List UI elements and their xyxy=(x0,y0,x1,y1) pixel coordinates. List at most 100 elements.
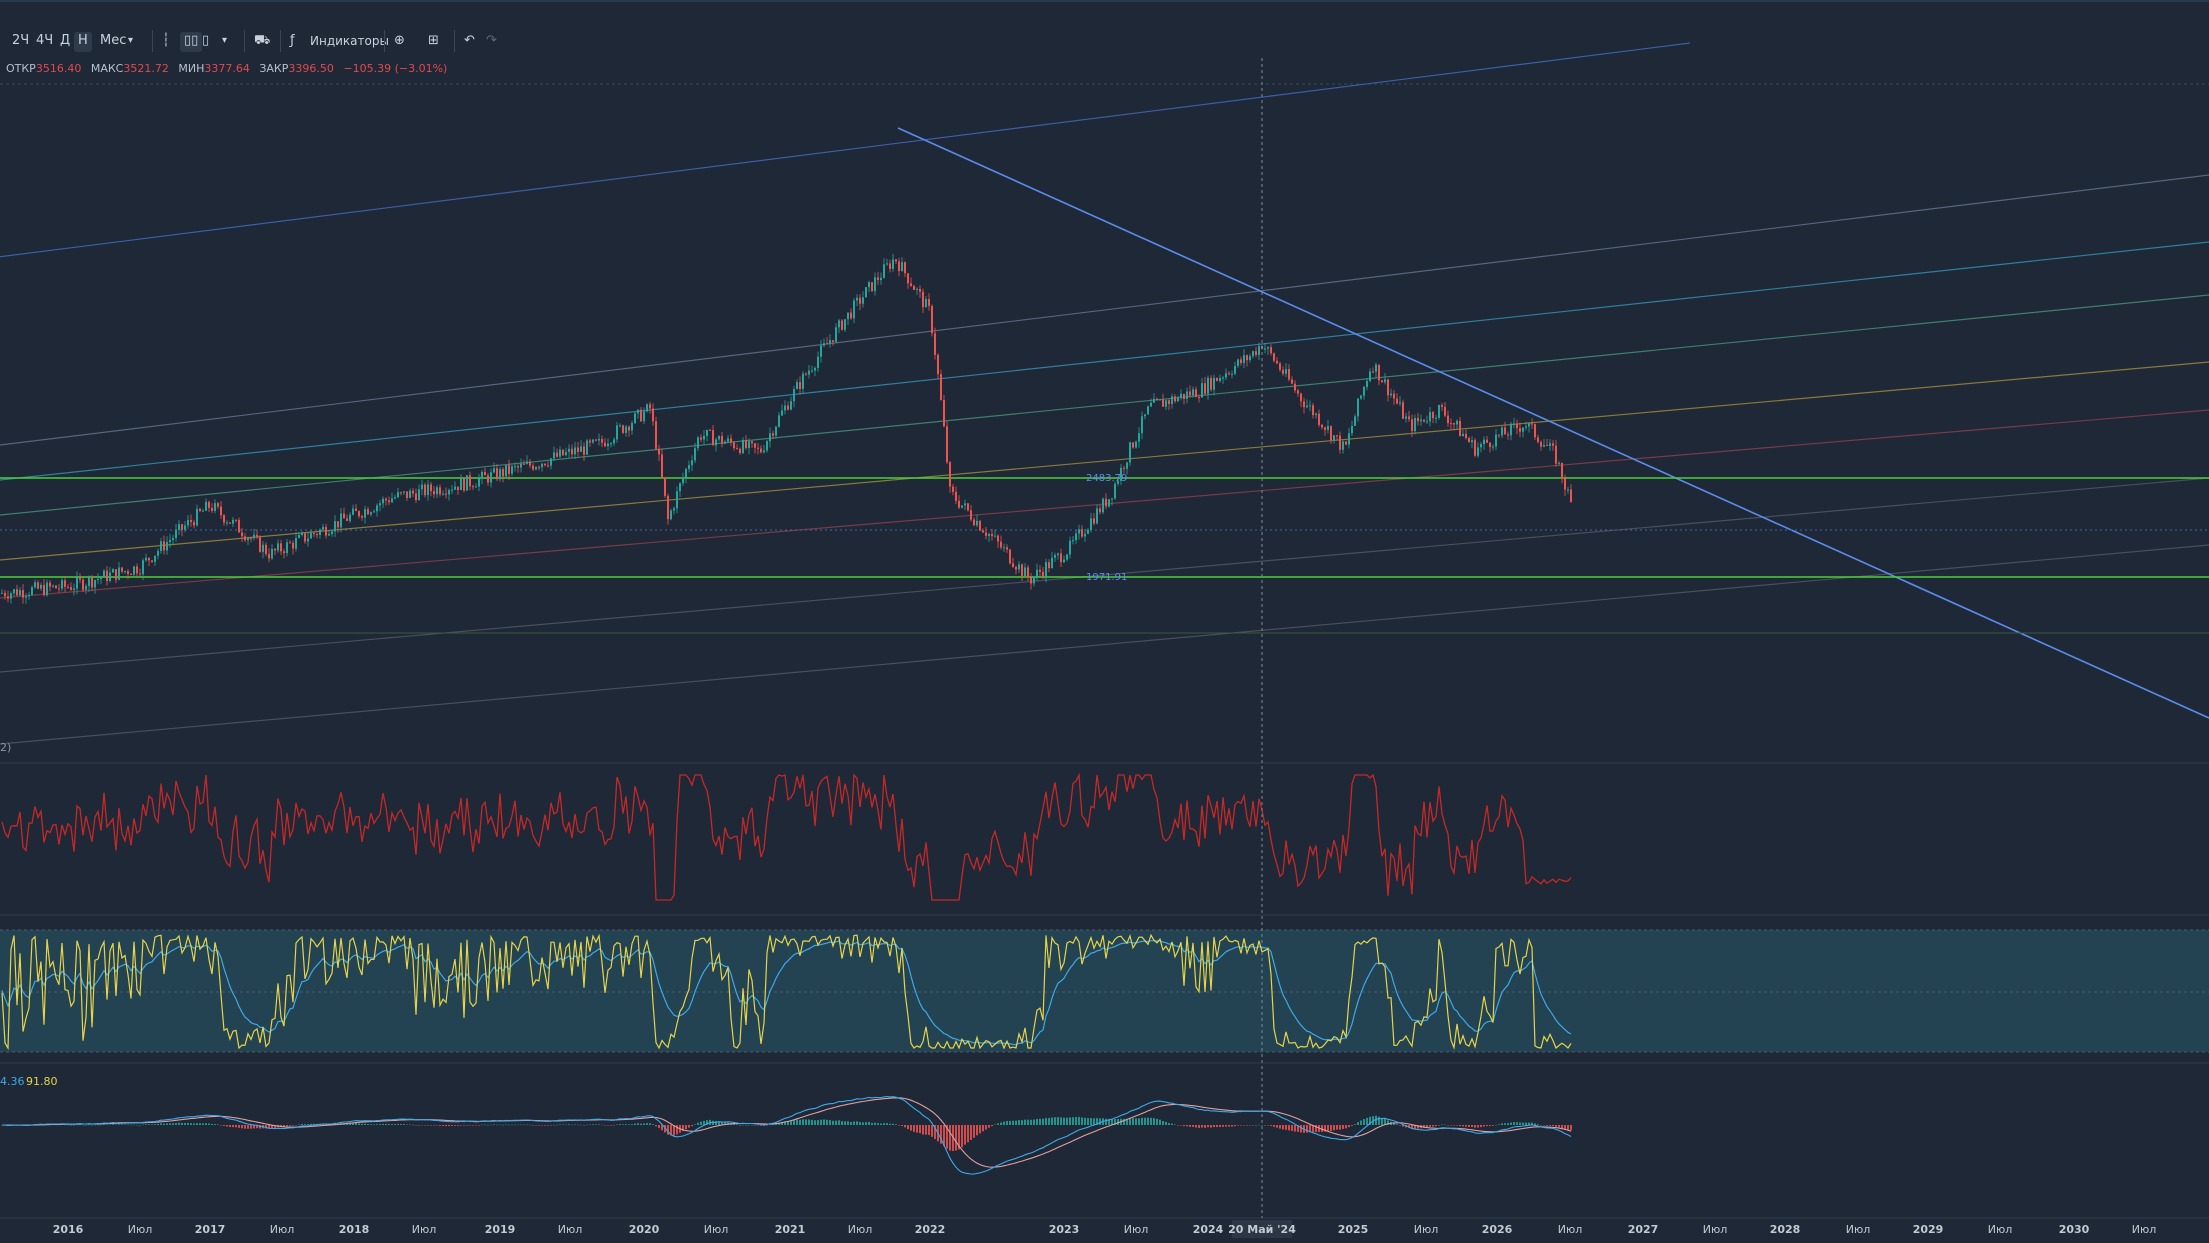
candles-icon[interactable]: ▯▯ xyxy=(180,32,203,52)
macd-histogram-bar xyxy=(973,1125,975,1138)
macd-histogram-bar xyxy=(217,1124,219,1125)
macd-histogram-bar xyxy=(1192,1125,1194,1127)
candle-body xyxy=(733,442,735,449)
layout-grid-icon[interactable]: ⊞ xyxy=(428,33,439,48)
macd-histogram-bar xyxy=(553,1124,555,1126)
candle-body xyxy=(820,345,822,357)
candle-body xyxy=(1,592,3,594)
candle-body xyxy=(589,440,591,443)
candle-body xyxy=(298,534,300,538)
timeframe-week[interactable]: Н xyxy=(74,32,92,52)
macd-histogram-bar xyxy=(253,1125,255,1129)
hollow-candles-icon[interactable]: ▯ xyxy=(202,33,210,48)
add-circle-icon[interactable]: ⊕ xyxy=(394,33,405,48)
macd-histogram-bar xyxy=(1039,1118,1041,1125)
chevron-down-icon[interactable]: ▾ xyxy=(222,35,228,46)
macd-histogram-bar xyxy=(436,1125,438,1126)
candle-body xyxy=(1075,533,1077,541)
candle-body xyxy=(754,443,756,448)
candle-body xyxy=(859,297,861,304)
candle-body xyxy=(1000,541,1002,548)
candle-body xyxy=(1201,383,1203,398)
candle-body xyxy=(610,443,612,445)
undo-icon[interactable]: ↶ xyxy=(464,33,475,48)
candle-body xyxy=(559,449,561,457)
timeframe-month[interactable]: Мес xyxy=(100,33,127,48)
candle-body xyxy=(649,404,651,409)
macd-histogram-bar xyxy=(508,1124,510,1126)
macd-histogram-bar xyxy=(295,1125,297,1126)
macd-histogram-bar xyxy=(397,1124,399,1125)
indicators-icon[interactable]: ƒ xyxy=(290,33,295,48)
candle-body xyxy=(310,533,312,539)
candle-body xyxy=(217,503,219,507)
candle-body xyxy=(1333,435,1335,441)
indicators-button[interactable]: Индикаторы xyxy=(310,34,389,48)
macd-histogram-bar xyxy=(1453,1125,1455,1126)
macd-histogram-bar xyxy=(463,1125,465,1126)
macd-histogram-bar xyxy=(1516,1122,1518,1125)
macd-histogram-bar xyxy=(478,1125,480,1126)
candle-body xyxy=(460,478,462,491)
candle-body xyxy=(400,492,402,494)
candle-body xyxy=(1342,441,1344,450)
timeframe-day[interactable]: Д xyxy=(60,33,71,48)
macd-histogram-bar xyxy=(511,1124,513,1126)
macd-histogram-bar xyxy=(514,1124,516,1126)
macd-histogram-bar xyxy=(1366,1117,1368,1125)
candle-body xyxy=(793,389,795,402)
candle-body xyxy=(1270,347,1272,354)
candle-body xyxy=(1540,441,1542,447)
macd-histogram-bar xyxy=(448,1125,450,1127)
macd-value: 4.36 xyxy=(0,1075,25,1088)
macd-histogram-bar xyxy=(520,1124,522,1126)
redo-icon[interactable]: ↷ xyxy=(486,33,497,48)
candle-body xyxy=(172,537,174,540)
timeframe-4h[interactable]: 4Ч xyxy=(36,33,54,48)
macd-histogram-bar xyxy=(535,1125,537,1126)
candle-body xyxy=(646,404,648,412)
candle-body xyxy=(760,448,762,453)
macd-histogram-bar xyxy=(157,1123,159,1125)
cart-icon[interactable]: ⛟ xyxy=(254,33,271,48)
bars-icon[interactable]: ┆ xyxy=(162,33,170,48)
macd-histogram-bar xyxy=(874,1122,876,1125)
macd-histogram-bar xyxy=(496,1124,498,1126)
candle-body xyxy=(796,382,798,390)
candle-body xyxy=(1351,425,1353,434)
macd-histogram-bar xyxy=(865,1122,867,1125)
candle-body xyxy=(394,497,396,499)
candle-body xyxy=(1015,566,1017,570)
candle-body xyxy=(1150,402,1152,407)
macd-histogram-bar xyxy=(949,1125,951,1151)
candle-body xyxy=(1234,365,1236,374)
macd-histogram-bar xyxy=(202,1123,204,1125)
high-label: МАКС xyxy=(90,62,124,75)
macd-histogram-bar xyxy=(754,1125,756,1126)
candle-body xyxy=(1099,508,1101,513)
candle-body xyxy=(1483,439,1485,445)
candle-body xyxy=(817,356,819,368)
candle-body xyxy=(838,320,840,328)
macd-histogram-bar xyxy=(1462,1125,1464,1127)
candle-body xyxy=(1414,418,1416,432)
candle-body xyxy=(1063,559,1065,563)
macd-histogram-bar xyxy=(58,1124,60,1126)
macd-histogram-bar xyxy=(1459,1125,1461,1127)
macd-histogram-bar xyxy=(787,1121,789,1125)
chevron-down-icon[interactable]: ▾ xyxy=(128,35,134,46)
candle-body xyxy=(124,570,126,572)
macd-histogram-bar xyxy=(292,1125,294,1126)
candle-body xyxy=(175,529,177,538)
timeframe-2h[interactable]: 2Ч xyxy=(12,33,30,48)
macd-histogram-bar xyxy=(1204,1125,1206,1128)
candle-body xyxy=(523,463,525,465)
candle-body xyxy=(1249,356,1251,361)
macd-histogram-bar xyxy=(403,1124,405,1125)
candle-body xyxy=(1321,424,1323,428)
macd-histogram-bar xyxy=(871,1122,873,1125)
candle-body xyxy=(1162,399,1164,407)
macd-histogram-bar xyxy=(1111,1119,1113,1125)
macd-histogram-bar xyxy=(1381,1117,1383,1125)
